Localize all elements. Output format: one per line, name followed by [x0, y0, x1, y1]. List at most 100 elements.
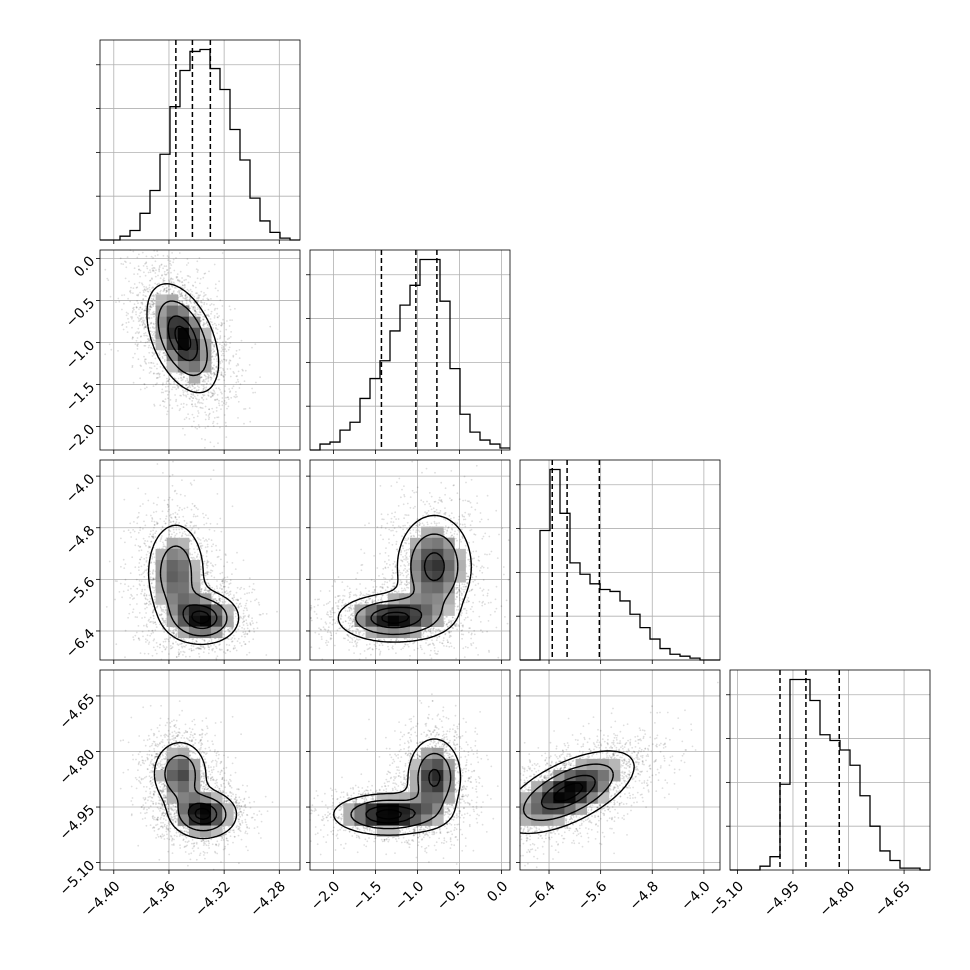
sample-point — [152, 622, 155, 625]
sample-point — [276, 610, 278, 613]
sample-point — [209, 522, 212, 525]
sample-point — [137, 320, 140, 323]
sample-point — [144, 274, 147, 277]
sample-point — [134, 352, 136, 355]
sample-point — [184, 495, 186, 497]
sample-point — [122, 558, 125, 561]
sample-point — [254, 391, 257, 394]
sample-point — [163, 374, 166, 377]
sample-point — [132, 585, 135, 588]
sample-point — [228, 644, 231, 646]
sample-point — [197, 389, 200, 391]
sample-point — [178, 506, 181, 509]
sample-point — [180, 281, 183, 284]
sample-point — [185, 403, 188, 406]
sample-point — [137, 625, 140, 627]
sample-point — [139, 545, 142, 548]
sample-point — [119, 582, 122, 585]
sample-point — [212, 327, 215, 329]
sample-point — [123, 302, 125, 305]
sample-point — [138, 511, 140, 514]
axes-frame — [99, 39, 301, 241]
sample-point — [145, 553, 148, 556]
sample-point — [223, 322, 226, 325]
sample-point — [201, 397, 204, 399]
sample-point — [185, 384, 188, 387]
sample-point — [238, 357, 241, 359]
sample-point — [195, 304, 198, 306]
sample-point — [159, 404, 162, 407]
sample-point — [167, 638, 170, 641]
sample-point — [175, 257, 177, 259]
sample-point — [149, 616, 152, 619]
sample-point — [253, 630, 256, 633]
sample-point — [143, 575, 146, 578]
sample-point — [217, 442, 219, 445]
sample-point — [221, 322, 224, 325]
sample-point — [248, 407, 251, 409]
sample-point — [149, 570, 152, 573]
sample-point — [184, 294, 187, 297]
sample-point — [237, 637, 240, 640]
sample-point — [254, 343, 257, 345]
sample-point — [163, 606, 166, 608]
sample-point — [220, 371, 223, 374]
histogram-panel-4 — [726, 669, 931, 874]
sample-point — [194, 426, 197, 429]
sample-point — [210, 378, 213, 381]
sample-point — [132, 287, 135, 289]
sample-point — [139, 291, 141, 294]
sample-point — [161, 274, 164, 276]
sample-point — [133, 303, 136, 306]
sample-point — [215, 366, 218, 369]
sample-point — [196, 548, 199, 551]
sample-point — [224, 580, 227, 582]
sample-point — [167, 385, 170, 388]
sample-point — [139, 652, 142, 654]
sample-point — [175, 492, 178, 495]
sample-point — [124, 656, 126, 659]
sample-point — [225, 360, 228, 362]
sample-point — [200, 544, 202, 547]
sample-point — [212, 366, 214, 369]
sample-point — [206, 543, 209, 546]
sample-point — [142, 320, 145, 323]
sample-point — [215, 365, 218, 368]
sample-point — [215, 585, 218, 588]
sample-point — [171, 252, 174, 254]
sample-point — [183, 297, 186, 300]
sample-point — [169, 647, 172, 650]
sample-point — [153, 577, 155, 580]
sample-point — [134, 343, 137, 345]
sample-point — [157, 372, 160, 375]
sample-point — [164, 621, 167, 624]
sample-point — [174, 534, 177, 537]
sample-point — [186, 393, 189, 396]
sample-point — [236, 586, 239, 589]
sample-point — [123, 294, 126, 296]
sample-point — [168, 404, 171, 406]
sample-point — [168, 391, 171, 393]
sample-point — [153, 294, 156, 297]
sample-point — [194, 551, 196, 554]
sample-point — [237, 380, 240, 383]
sample-point — [198, 402, 201, 404]
sample-point — [139, 335, 142, 338]
sample-point — [153, 524, 156, 526]
sample-point — [139, 324, 141, 327]
sample-point — [146, 267, 149, 270]
sample-point — [149, 279, 152, 282]
sample-point — [106, 277, 109, 280]
sample-point — [219, 572, 222, 575]
sample-point — [232, 599, 235, 601]
sample-point — [235, 591, 238, 594]
sample-point — [162, 290, 165, 293]
sample-point — [148, 351, 151, 354]
sample-point — [171, 646, 174, 648]
sample-point — [165, 517, 167, 520]
sample-point — [175, 521, 178, 523]
sample-point — [138, 549, 141, 552]
sample-point — [165, 406, 168, 409]
sample-point — [209, 320, 212, 323]
sample-point — [162, 279, 165, 281]
